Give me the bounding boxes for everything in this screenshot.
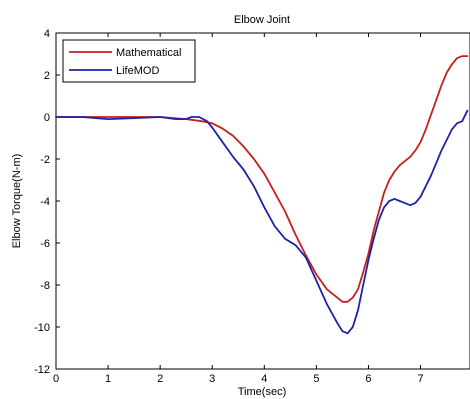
chart-title: Elbow Joint [234, 14, 290, 26]
plot-area [55, 32, 470, 370]
y-tick-label: 0 [44, 112, 50, 124]
series-lines [55, 55, 469, 335]
series-line-mathematical [55, 55, 469, 303]
x-tick-label: 0 [53, 373, 59, 385]
x-tick-label: 5 [313, 373, 319, 385]
y-tick-label: 2 [44, 70, 50, 82]
legend-label-lifemod: LifeMOD [116, 65, 159, 77]
x-tick-label: 4 [261, 373, 267, 385]
y-tick-label: -8 [40, 280, 50, 292]
series-line-lifemod [55, 109, 469, 335]
y-axis-label: Elbow Torque(N-m) [11, 154, 23, 249]
x-tick-label: 6 [365, 373, 371, 385]
y-tick-label: -2 [40, 154, 50, 166]
y-tick-label: -12 [34, 364, 50, 376]
legend: Mathematical LifeMOD [62, 39, 196, 83]
legend-box [62, 39, 196, 83]
y-tick-label: -4 [40, 196, 50, 208]
x-tick-label: 7 [417, 373, 423, 385]
x-tick-label: 2 [157, 373, 163, 385]
legend-label-mathematical: Mathematical [116, 47, 181, 59]
x-axis-label: Time(sec) [238, 386, 286, 398]
x-tick-label: 1 [105, 373, 111, 385]
axis-ticks: 0 1 2 3 4 5 6 7 4 2 0 -2 -4 -6 -8 -10 -12 [34, 28, 423, 385]
y-tick-label: 4 [44, 28, 50, 40]
x-tick-label: 3 [209, 373, 215, 385]
y-tick-label: -10 [34, 322, 50, 334]
y-tick-label: -6 [40, 238, 50, 250]
